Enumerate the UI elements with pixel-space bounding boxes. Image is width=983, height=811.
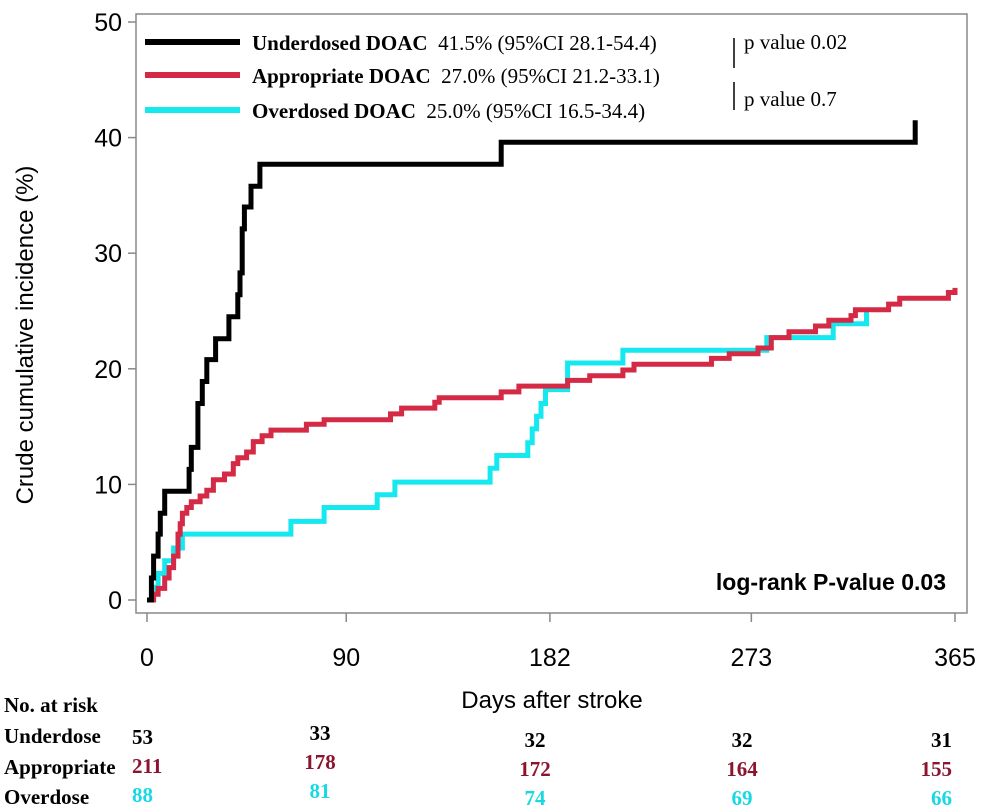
- x-tick-label: 273: [730, 644, 772, 672]
- x-tick-label: 365: [934, 644, 976, 672]
- risk-row-label-underdose: Underdose: [4, 724, 101, 748]
- legend-stat-overdosed: 25.0% (95%CI 16.5-34.4): [426, 99, 645, 123]
- risk-value: 74: [525, 786, 547, 810]
- plot-frame: [135, 13, 968, 614]
- y-tick-label: 20: [94, 356, 122, 384]
- legend-name-overdosed: Overdosed DOAC: [252, 99, 416, 123]
- y-axis-title: Crude cumulative incidence (%): [12, 166, 39, 505]
- x-axis-title: Days after stroke: [461, 687, 642, 714]
- y-tick-label: 40: [94, 125, 122, 153]
- y-tick-label: 0: [108, 587, 122, 615]
- x-axis: 0 90 182 273 365: [140, 613, 976, 672]
- legend-entry-underdosed: Underdosed DOAC 41.5% (95%CI 28.1-54.4): [252, 31, 657, 55]
- legend-name-underdosed: Underdosed DOAC: [252, 31, 428, 55]
- y-tick-label: 10: [94, 471, 122, 499]
- risk-value: 69: [732, 786, 753, 810]
- risk-value: 32: [732, 728, 753, 752]
- series-layer: [147, 120, 958, 603]
- risk-value: 81: [310, 779, 331, 803]
- y-tick-label: 30: [94, 240, 122, 268]
- risk-table-title: No. at risk: [4, 693, 98, 717]
- legend-stat-appropriate: 27.0% (95%CI 21.2-33.1): [441, 64, 660, 88]
- y-tick-label: 50: [94, 9, 122, 37]
- comparison-pvalue-upper: p value 0.02: [744, 30, 847, 54]
- risk-value: 66: [931, 786, 952, 810]
- legend: Underdosed DOAC 41.5% (95%CI 28.1-54.4) …: [145, 30, 847, 123]
- risk-value: 31: [931, 728, 952, 752]
- legend-stat-underdosed: 41.5% (95%CI 28.1-54.4): [438, 31, 657, 55]
- risk-value: 155: [921, 757, 953, 781]
- risk-row-label-overdose: Overdose: [4, 785, 89, 809]
- legend-entry-appropriate: Appropriate DOAC 27.0% (95%CI 21.2-33.1): [252, 64, 660, 88]
- comparison-pvalue-lower: p value 0.7: [744, 87, 837, 111]
- x-tick-label: 182: [529, 644, 571, 672]
- risk-value: 53: [132, 725, 153, 749]
- legend-entry-overdosed: Overdosed DOAC 25.0% (95%CI 16.5-34.4): [252, 99, 645, 123]
- risk-value: 211: [132, 754, 162, 778]
- risk-table-values: 53 33 32 32 31 211 178 172 164 155 88 81 74 69 66: [132, 721, 952, 810]
- x-tick-label: 0: [140, 644, 154, 672]
- risk-value: 88: [132, 783, 153, 807]
- risk-value: 32: [525, 728, 546, 752]
- risk-row-label-appropriate: Appropriate: [4, 755, 116, 779]
- risk-value: 164: [726, 757, 758, 781]
- risk-table: No. at risk Underdose Appropriate Overdo…: [4, 693, 952, 810]
- log-rank-annotation: log-rank P-value 0.03: [716, 569, 946, 595]
- series-line-appropriate-doac: [147, 287, 958, 603]
- risk-value: 33: [310, 721, 331, 745]
- x-tick-label: 90: [332, 644, 360, 672]
- risk-value: 172: [519, 757, 551, 781]
- y-axis: 0 10 20 30 40 50: [94, 9, 136, 615]
- legend-name-appropriate: Appropriate DOAC: [252, 64, 431, 88]
- risk-value: 178: [304, 750, 336, 774]
- series-line-underdosed-doac: [147, 120, 918, 603]
